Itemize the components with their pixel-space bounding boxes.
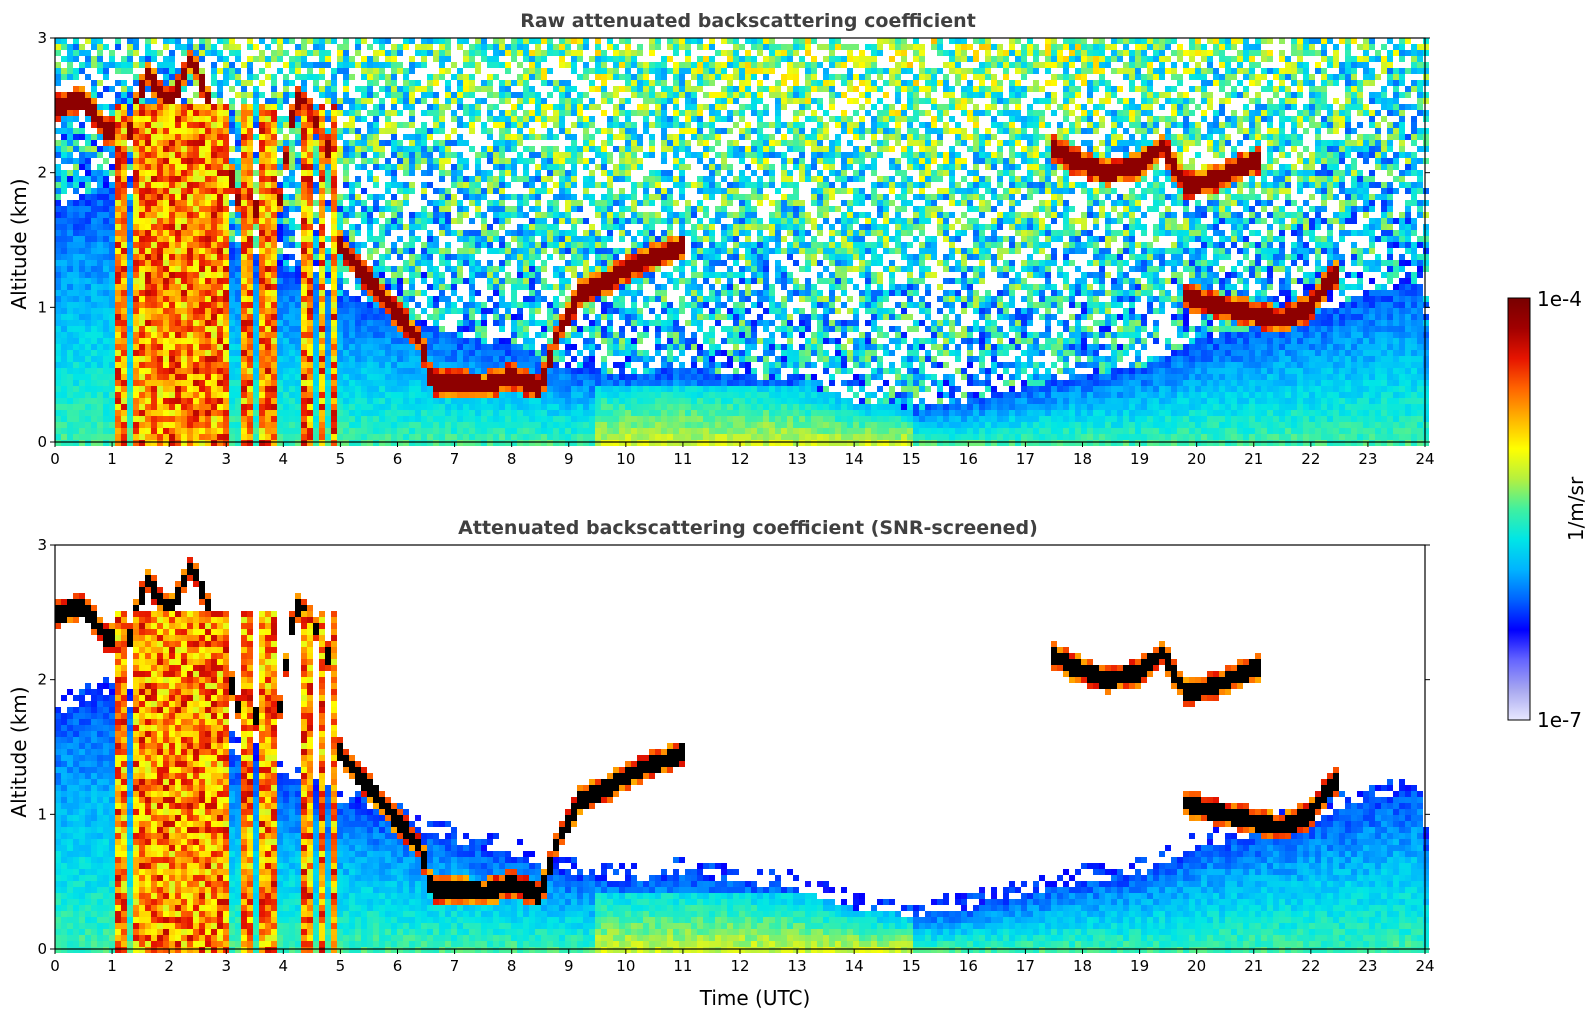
y-tick-label: 1 — [37, 298, 47, 316]
colorbar-unit-label: 1/m/sr — [1564, 476, 1588, 541]
x-tick-label: 8 — [507, 450, 517, 468]
x-tick-label: 7 — [450, 957, 460, 975]
x-tick-label: 8 — [507, 957, 517, 975]
x-tick-label: 24 — [1415, 957, 1434, 975]
x-tick-label: 10 — [616, 957, 635, 975]
panel-title-raw: Raw attenuated backscattering coefficien… — [520, 10, 976, 32]
x-tick-label: 4 — [279, 957, 289, 975]
x-tick-label: 9 — [564, 957, 574, 975]
x-tick-label: 9 — [564, 450, 574, 468]
colorbar-bar — [1508, 298, 1530, 720]
y-tick-label: 3 — [37, 29, 47, 47]
panel-title-screened: Attenuated backscattering coefficient (S… — [458, 517, 1038, 539]
y-tick-label: 3 — [37, 536, 47, 554]
x-tick-label: 20 — [1187, 957, 1206, 975]
panel-raw: Raw attenuated backscattering coefficien… — [7, 10, 1435, 468]
y-tick-label: 2 — [37, 164, 47, 182]
y-tick-label: 0 — [37, 433, 47, 451]
x-tick-label: 0 — [50, 450, 60, 468]
x-tick-label: 23 — [1358, 450, 1377, 468]
x-tick-label: 7 — [450, 450, 460, 468]
x-tick-label: 6 — [393, 450, 403, 468]
x-tick-label: 22 — [1301, 957, 1320, 975]
y-tick-label: 2 — [37, 671, 47, 689]
y-axis-label-screened: Altitude (km) — [7, 686, 31, 817]
x-tick-label: 5 — [336, 957, 346, 975]
x-tick-label: 3 — [221, 957, 231, 975]
x-tick-label: 17 — [1016, 450, 1035, 468]
x-tick-label: 3 — [221, 450, 231, 468]
colorbar: 1e-4 1e-7 1/m/sr — [1508, 287, 1588, 732]
x-tick-label: 24 — [1415, 450, 1434, 468]
plot-area-raw — [55, 38, 1429, 446]
x-tick-label: 13 — [788, 957, 807, 975]
x-axis-label: Time (UTC) — [699, 986, 811, 1010]
x-tick-label: 15 — [902, 450, 921, 468]
panel-screened: Attenuated backscattering coefficient (S… — [7, 517, 1435, 1010]
y-tick-label: 0 — [37, 940, 47, 958]
x-tick-label: 11 — [673, 450, 692, 468]
x-tick-label: 11 — [673, 957, 692, 975]
x-tick-label: 19 — [1130, 957, 1149, 975]
x-tick-label: 5 — [336, 450, 346, 468]
colorbar-min-label: 1e-7 — [1537, 708, 1582, 732]
x-tick-label: 23 — [1358, 957, 1377, 975]
x-tick-label: 20 — [1187, 450, 1206, 468]
x-tick-label: 14 — [845, 957, 864, 975]
x-tick-label: 13 — [788, 450, 807, 468]
x-tick-label: 1 — [107, 957, 117, 975]
x-tick-label: 21 — [1244, 957, 1263, 975]
plot-area-screened — [55, 545, 1429, 953]
x-tick-label: 14 — [845, 450, 864, 468]
x-tick-label: 22 — [1301, 450, 1320, 468]
x-tick-label: 4 — [279, 450, 289, 468]
x-tick-label: 12 — [730, 450, 749, 468]
x-tick-label: 16 — [959, 450, 978, 468]
x-tick-label: 18 — [1073, 957, 1092, 975]
x-tick-label: 2 — [164, 450, 174, 468]
x-tick-label: 1 — [107, 450, 117, 468]
x-tick-label: 2 — [164, 957, 174, 975]
x-tick-label: 12 — [730, 957, 749, 975]
x-tick-label: 21 — [1244, 450, 1263, 468]
figure: Raw attenuated backscattering coefficien… — [0, 0, 1595, 1020]
x-tick-label: 17 — [1016, 957, 1035, 975]
y-axis-label-raw: Altitude (km) — [7, 178, 31, 309]
x-tick-label: 16 — [959, 957, 978, 975]
x-tick-label: 6 — [393, 957, 403, 975]
x-tick-label: 15 — [902, 957, 921, 975]
x-tick-label: 18 — [1073, 450, 1092, 468]
x-tick-label: 19 — [1130, 450, 1149, 468]
y-tick-label: 1 — [37, 805, 47, 823]
x-tick-label: 10 — [616, 450, 635, 468]
x-tick-label: 0 — [50, 957, 60, 975]
colorbar-max-label: 1e-4 — [1537, 287, 1582, 311]
